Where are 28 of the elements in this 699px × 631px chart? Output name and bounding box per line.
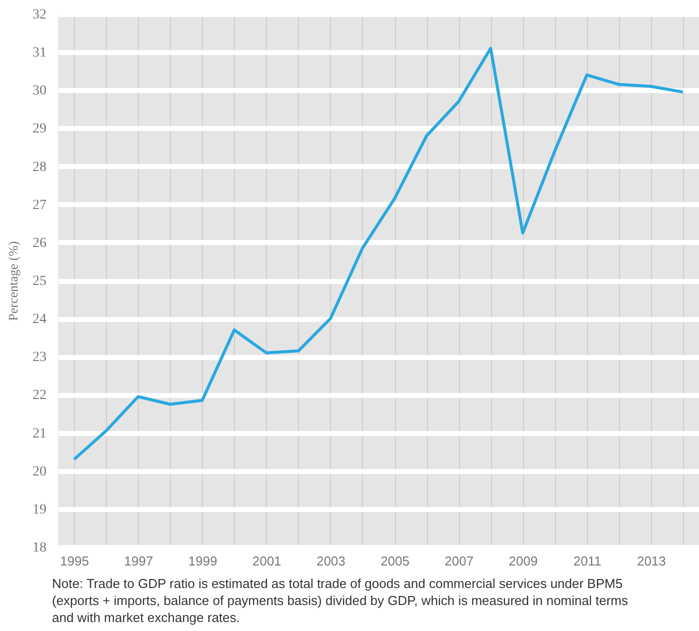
line-series bbox=[72, 46, 684, 461]
y-tick-label: 26 bbox=[32, 236, 46, 251]
x-tick-label: 2001 bbox=[252, 554, 282, 568]
x-tick-label: 1995 bbox=[60, 554, 89, 568]
y-tick-label: 19 bbox=[32, 502, 46, 518]
y-tick-label: 20 bbox=[32, 464, 46, 480]
y-tick-label: 24 bbox=[32, 312, 46, 328]
x-tick-label: 2011 bbox=[573, 554, 602, 568]
text: Note: Trade to GDP ratio is estimated as total trade of goods and commercial services under BPM5 (exports + imports, balance of payments basis) divided by GDP, which is measured in nominal terms and with market exchange rates. bbox=[52, 575, 629, 626]
y-tick-label: 32 bbox=[32, 8, 46, 22]
y-tick-label: 31 bbox=[32, 46, 46, 61]
x-tick-label: 2013 bbox=[636, 554, 666, 568]
x-tick-label: 2003 bbox=[316, 554, 346, 568]
y-tick-label: 27 bbox=[32, 198, 46, 213]
y-axis-title: Percentage (%) bbox=[6, 241, 20, 321]
y-tick-label: 21 bbox=[32, 426, 46, 442]
y-tick-label: 30 bbox=[32, 84, 46, 99]
x-tick-label: 2007 bbox=[444, 554, 474, 568]
y-tick-label: 18 bbox=[32, 540, 46, 556]
x-tick-label: 1999 bbox=[188, 554, 218, 568]
x-tick-label: 2005 bbox=[380, 554, 410, 568]
y-tick-label: 28 bbox=[32, 160, 46, 175]
x-tick-label: 1997 bbox=[124, 554, 154, 568]
x-tick-label: 2009 bbox=[508, 554, 538, 568]
y-tick-label: 22 bbox=[32, 388, 46, 404]
y-tick-label: 23 bbox=[32, 350, 46, 366]
y-tick-label: 25 bbox=[32, 274, 46, 289]
y-tick-label: 29 bbox=[32, 122, 46, 137]
